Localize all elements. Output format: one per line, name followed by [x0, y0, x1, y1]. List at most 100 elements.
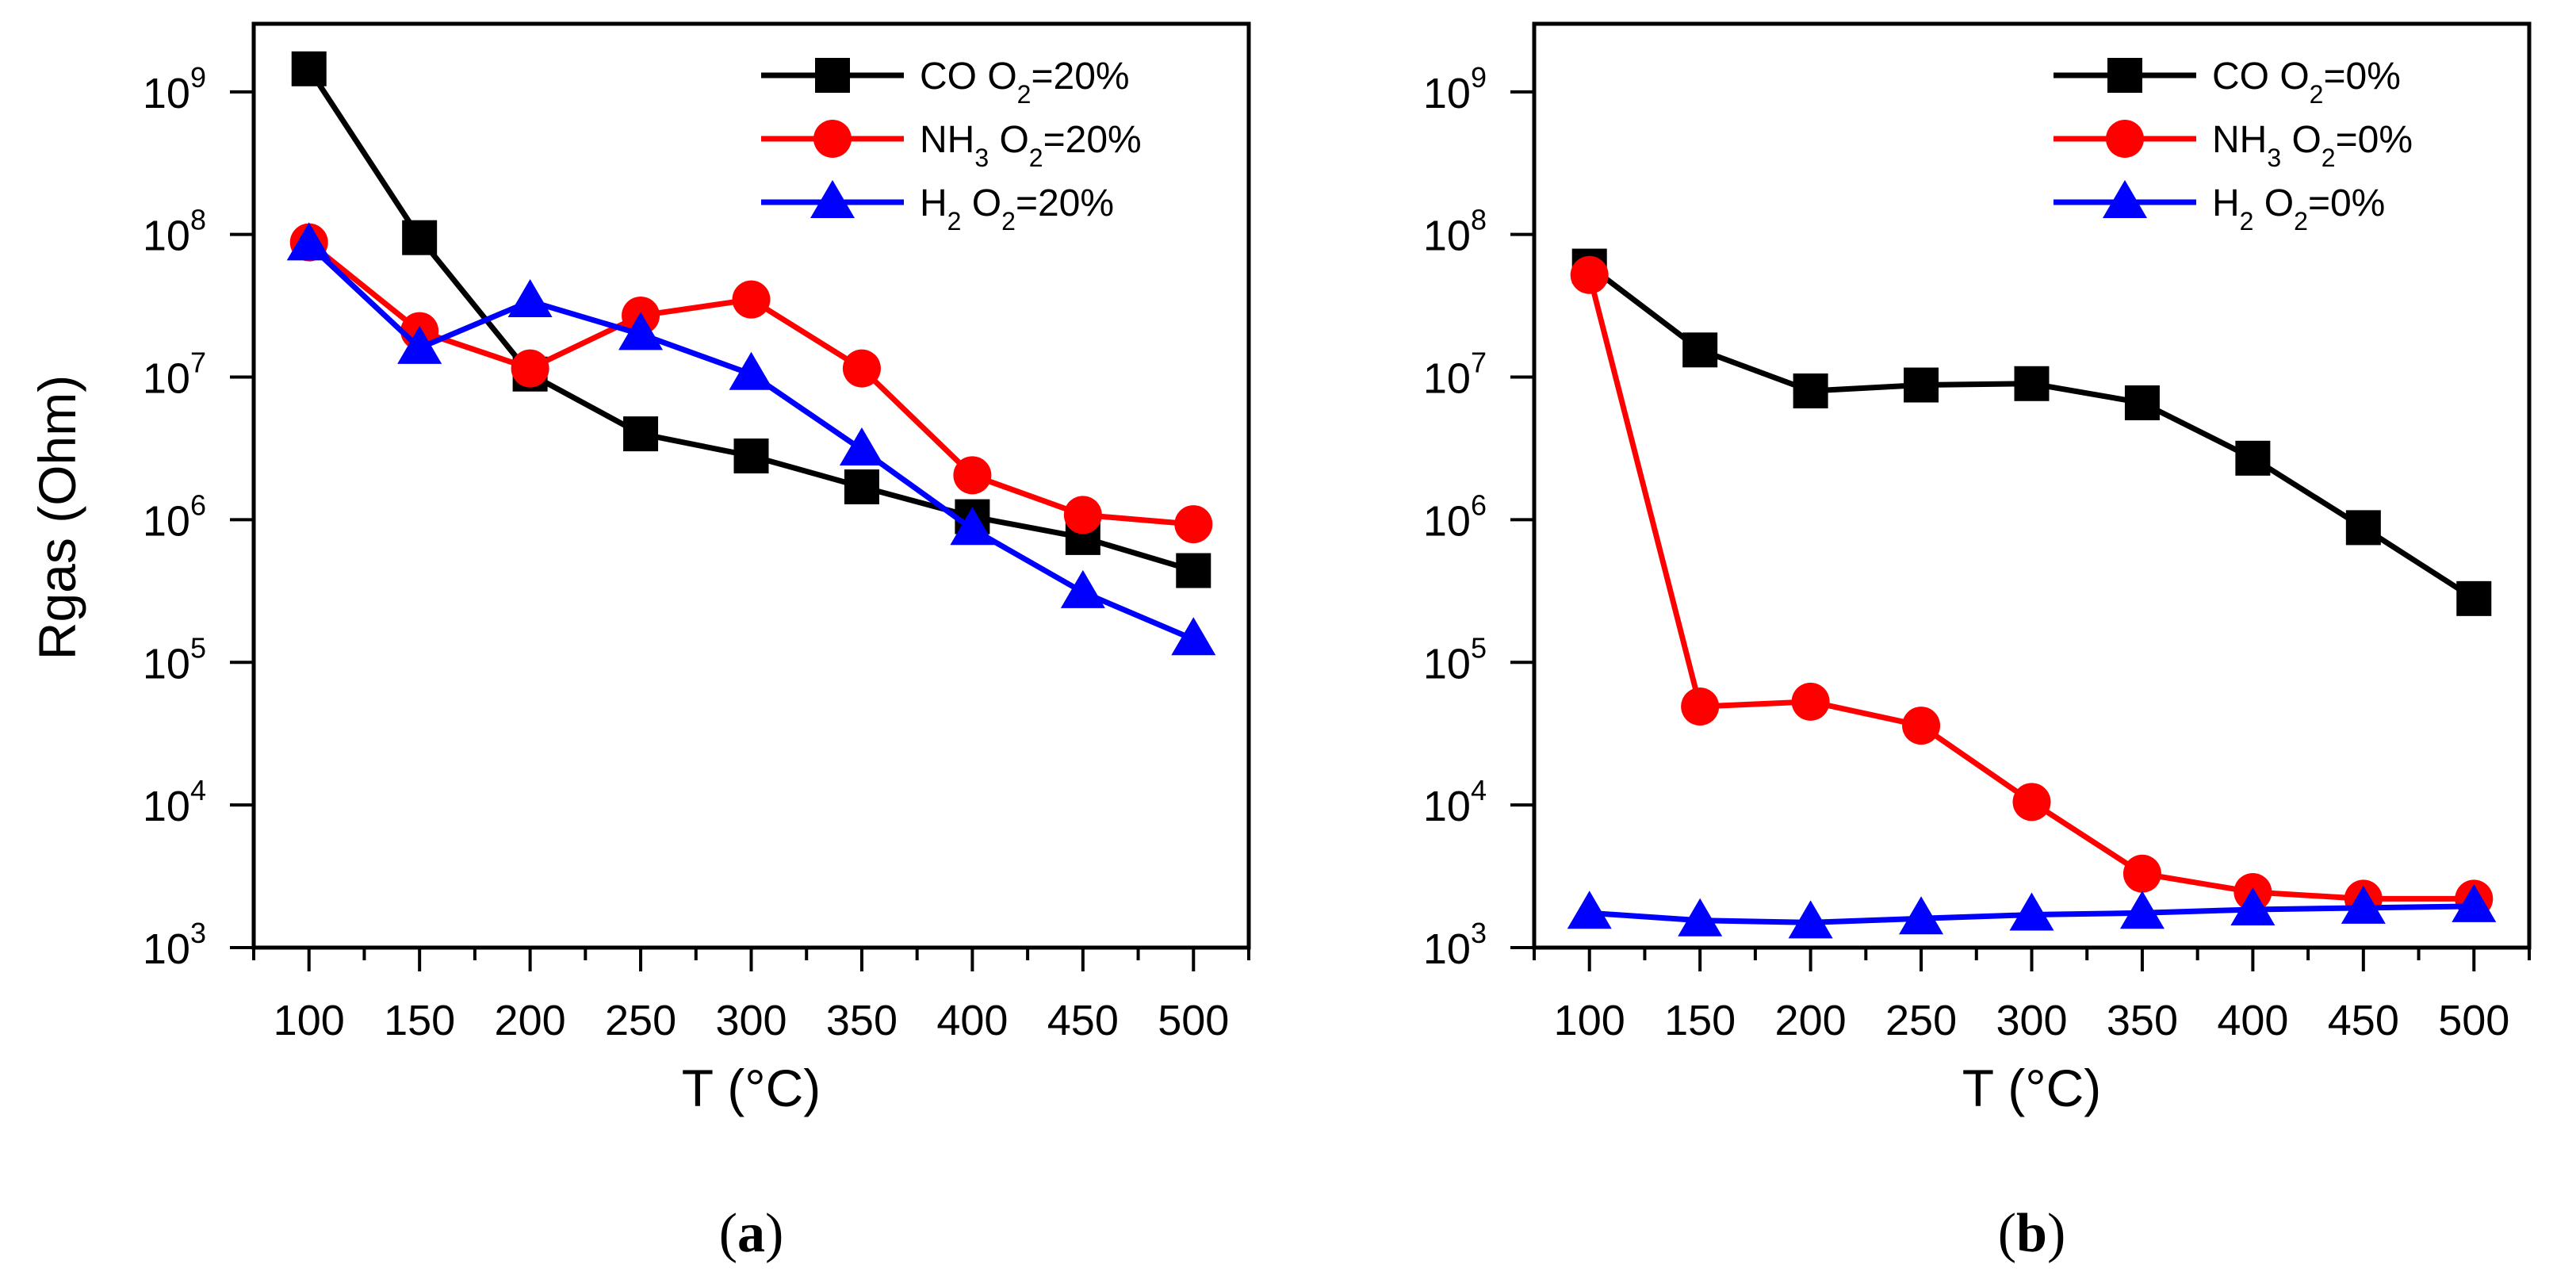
x-tick-label: 300: [1996, 997, 2067, 1044]
data-point: [844, 469, 879, 504]
data-point: [1899, 896, 1944, 935]
legend-label: CO O2=0%: [2212, 56, 2401, 109]
legend-entry: H2 O2=0%: [2054, 180, 2385, 236]
series-line: [1587, 263, 2476, 601]
data-point: [286, 222, 331, 261]
data-point: [618, 312, 664, 350]
y-tick-label: 105: [143, 631, 206, 688]
legend-label: H2 O2=20%: [920, 182, 1114, 236]
y-tick-label: 105: [1423, 631, 1487, 688]
legend-marker: [813, 120, 852, 158]
data-point: [1681, 687, 1720, 726]
data-point: [2230, 887, 2276, 925]
legend-entry: H2 O2=20%: [761, 180, 1114, 236]
x-tick-label: 450: [1047, 997, 1119, 1044]
data-point: [950, 507, 995, 546]
panel-label: (a): [719, 1203, 784, 1264]
legend-entry: CO O2=0%: [2054, 56, 2401, 109]
data-point: [1060, 569, 1105, 608]
data-point: [397, 325, 442, 364]
panel-label: (b): [1998, 1203, 2066, 1264]
y-tick-label: 106: [1423, 488, 1487, 545]
data-point: [1570, 255, 1609, 294]
legend-entry: NH3 O2=20%: [761, 119, 1142, 172]
data-point: [2014, 366, 2050, 401]
y-tick-label: 104: [143, 774, 206, 830]
data-point: [2452, 883, 2497, 922]
data-point: [2009, 892, 2054, 931]
y-axis-title: Rgas (Ohm): [28, 375, 86, 660]
y-tick-label: 107: [1423, 347, 1487, 403]
data-point: [733, 438, 769, 473]
x-tick-label: 500: [2438, 997, 2509, 1044]
data-point: [2122, 854, 2161, 893]
data-point: [1791, 682, 1830, 721]
data-point: [623, 416, 659, 452]
data-point: [842, 349, 881, 388]
data-point: [2124, 385, 2160, 421]
legend-entry: NH3 O2=0%: [2054, 119, 2413, 172]
y-tick-label: 108: [143, 204, 206, 260]
x-tick-label: 350: [2107, 997, 2178, 1044]
legend-marker: [810, 180, 855, 218]
legend-label: NH3 O2=20%: [920, 119, 1142, 172]
data-point: [1902, 707, 1941, 745]
x-tick-label: 150: [384, 997, 455, 1044]
legend-label: H2 O2=0%: [2212, 182, 2385, 236]
x-tick-label: 300: [715, 997, 787, 1044]
y-tick-label: 109: [1423, 61, 1487, 117]
x-axis-title: T (°C): [682, 1059, 821, 1117]
data-point: [1567, 891, 1612, 929]
x-tick-label: 150: [1664, 997, 1736, 1044]
legend-label: NH3 O2=0%: [2212, 119, 2413, 172]
data-point: [2456, 580, 2492, 616]
data-point: [1063, 496, 1102, 534]
data-point: [732, 280, 771, 319]
x-tick-label: 250: [1885, 997, 1957, 1044]
x-tick-label: 200: [495, 997, 566, 1044]
data-point: [729, 351, 774, 390]
x-tick-label: 450: [2328, 997, 2399, 1044]
data-point: [1904, 367, 1939, 403]
legend-marker: [815, 58, 850, 93]
x-tick-label: 400: [2217, 997, 2288, 1044]
data-point: [2012, 783, 2051, 822]
y-tick-label: 103: [143, 917, 206, 973]
series-square: [1571, 248, 2492, 616]
plot-frame: [251, 21, 1251, 950]
data-point: [1176, 553, 1211, 588]
series-circle: [1570, 255, 2494, 918]
data-point: [291, 51, 327, 86]
data-point: [1788, 900, 1833, 939]
x-tick-label: 100: [1554, 997, 1625, 1044]
data-point: [2235, 440, 2271, 476]
legend-marker: [2107, 58, 2142, 93]
data-point: [953, 456, 992, 495]
legend-marker: [2103, 180, 2147, 218]
data-point: [839, 427, 884, 466]
x-tick-label: 350: [826, 997, 898, 1044]
legend-label: CO O2=20%: [920, 56, 1130, 109]
chart-panel-b: 100 150 200 250 300 350 400 450 500 103 104 105 106 1…: [1423, 21, 2532, 1264]
x-axis-title: T (°C): [1962, 1059, 2101, 1117]
x-tick-label: 500: [1158, 997, 1229, 1044]
y-tick-label: 104: [1423, 774, 1487, 830]
data-point: [1682, 332, 1718, 368]
data-point: [507, 278, 553, 317]
data-point: [402, 220, 438, 255]
y-tick-label: 107: [143, 347, 206, 403]
series-triangle: [1567, 883, 2497, 939]
data-point: [1174, 505, 1213, 544]
x-tick-label: 250: [605, 997, 676, 1044]
legend-marker: [2106, 120, 2144, 158]
y-tick-label: 109: [143, 61, 206, 117]
chart-panel-a: 100 150 200 250 300 350 400 450 500 103 104 105 106 1…: [28, 21, 1251, 1264]
y-tick-label: 103: [1423, 917, 1487, 973]
y-tick-label: 108: [1423, 204, 1487, 260]
data-point: [2345, 510, 2381, 546]
x-tick-label: 200: [1775, 997, 1847, 1044]
data-point: [1171, 617, 1216, 656]
series-triangle: [286, 222, 1216, 656]
data-point: [511, 349, 549, 388]
